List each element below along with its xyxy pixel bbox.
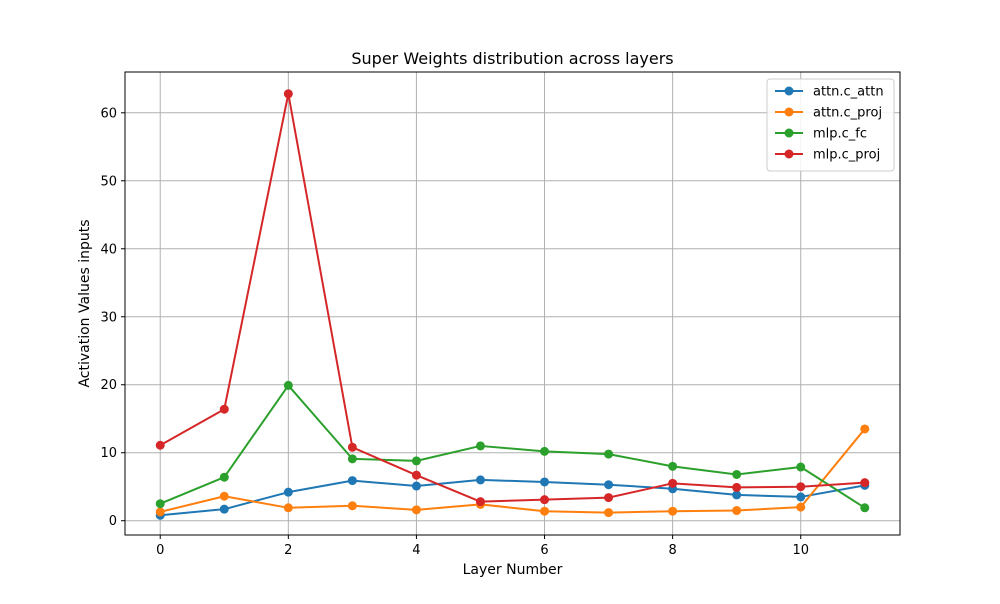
series-mlp-c-proj [155,89,870,507]
data-point [540,477,550,487]
y-tick-label: 50 [100,174,117,189]
series-line [159,384,866,509]
y-tick-label: 20 [100,378,117,393]
data-point [604,493,614,503]
data-point [283,89,293,99]
data-point [860,503,870,513]
data-point [604,449,614,459]
data-point [283,487,293,497]
legend-marker [784,128,794,138]
data-point [411,470,421,480]
grid [125,72,900,535]
data-point [411,456,421,466]
data-point [796,462,806,472]
data-point [732,490,742,500]
legend-marker [784,107,794,117]
x-tick-label: 0 [156,543,164,558]
data-point [668,478,678,488]
legend-item: mlp.c_fc [775,127,867,142]
x-tick-label: 8 [668,543,676,558]
data-point [155,507,165,517]
data-point [732,506,742,516]
legend-label: mlp.c_proj [813,148,880,163]
data-point [219,504,229,514]
data-point [540,495,550,505]
data-point [604,508,614,518]
legend-item: attn.c_attn [775,85,884,100]
data-point [411,481,421,491]
data-point [283,503,293,513]
series-mlp-c-fc [155,380,870,513]
legend-label: mlp.c_fc [813,127,867,142]
legend-marker [784,86,794,96]
data-point [475,475,485,485]
data-point [475,441,485,451]
data-point [796,502,806,512]
y-tick-label: 40 [100,242,117,257]
data-point [411,505,421,515]
legend-marker [784,149,794,159]
x-tick-label: 10 [792,543,809,558]
data-point [347,476,357,486]
chart-title: Super Weights distribution across layers [351,49,673,68]
y-tick-label: 30 [100,310,117,325]
data-point [219,491,229,501]
legend-label: attn.c_attn [813,85,884,100]
data-point [155,440,165,450]
y-tick-label: 60 [100,106,117,121]
data-point [732,482,742,492]
x-tick-label: 2 [284,543,292,558]
x-axis-label: Layer Number [463,562,563,578]
series-line [159,428,866,514]
data-point [475,497,485,507]
data-point [219,404,229,414]
data-point [347,501,357,511]
data-point [283,380,293,390]
series-line [159,92,865,503]
data-point [540,506,550,516]
x-tick-label: 6 [540,543,548,558]
y-tick-label: 10 [100,446,117,461]
data-point [668,461,678,471]
data-point [347,454,357,464]
data-point [155,499,165,509]
series-line [160,478,865,517]
data-point [796,482,806,492]
ticks: 0 2 4 6 8 10 0 10 20 30 40 50 60 [100,106,809,558]
series-layer [155,89,870,520]
data-point [540,446,550,456]
plot-frame [124,71,901,536]
y-tick-label: 0 [109,514,117,529]
y-axis-label: Activation Values inputs [77,219,93,387]
data-point [347,442,357,452]
legend: attn.c_attn attn.c_proj mlp.c_fc mlp.c_proj [766,78,895,172]
legend-item: mlp.c_proj [775,148,880,163]
x-tick-label: 4 [412,543,420,558]
data-point [668,506,678,516]
data-point [732,469,742,479]
data-point [604,480,614,490]
data-point [860,424,870,434]
legend-item: attn.c_proj [775,106,882,121]
data-point [860,478,870,488]
data-point [219,472,229,482]
legend-label: attn.c_proj [813,106,882,121]
legend-box [766,78,895,172]
data-point [796,492,806,502]
